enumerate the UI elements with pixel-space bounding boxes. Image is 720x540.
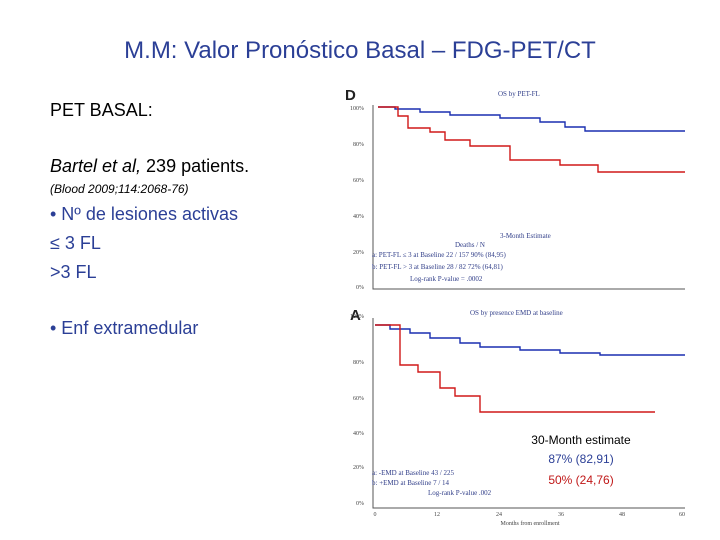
y-tick-label: 0% bbox=[356, 501, 364, 507]
panel-label: D bbox=[345, 87, 356, 104]
legend-entry: a: PET-FL ≤ 3 at Baseline 22 / 157 90% (… bbox=[372, 251, 506, 259]
y-tick-label: 60% bbox=[353, 396, 364, 402]
overlay-title: 30-Month estimate bbox=[531, 433, 631, 447]
figure-title: OS by presence EMD at baseline bbox=[470, 309, 563, 317]
legend-header: Deaths / N bbox=[455, 241, 485, 249]
curve bbox=[378, 106, 685, 173]
x-tick-label: 48 bbox=[619, 512, 625, 518]
legend-entry: a: -EMD at Baseline 43 / 225 bbox=[372, 469, 455, 477]
y-tick-label: 40% bbox=[353, 431, 364, 437]
overlay-value: 50% (24,76) bbox=[548, 473, 613, 487]
study-author: Bartel et al, bbox=[50, 156, 141, 176]
citation: (Blood 2009;114:2068-76) bbox=[50, 182, 189, 196]
overlay-box bbox=[515, 430, 650, 492]
p-value: Log-rank P-value .002 bbox=[428, 489, 492, 497]
sub-item: >3 FL bbox=[50, 262, 97, 282]
overlay-value: 87% (82,91) bbox=[548, 452, 613, 466]
panel-label: A bbox=[350, 307, 361, 324]
y-tick-label: 100% bbox=[350, 314, 364, 320]
study-size: 239 patients. bbox=[141, 156, 249, 176]
figure-d: D OS by PET-FL 100% 80% 60% 40% 20% 0% 3… bbox=[345, 87, 685, 291]
slide-title: M.M: Valor Pronóstico Basal – FDG-PET/CT bbox=[124, 37, 596, 64]
axis bbox=[372, 105, 685, 290]
bullet: • Enf extramedular bbox=[50, 318, 198, 338]
legend-header: 3-Month Estimate bbox=[500, 232, 551, 240]
y-tick-label: 80% bbox=[353, 360, 364, 366]
x-tick-label: 36 bbox=[558, 512, 564, 518]
y-tick-label: 40% bbox=[353, 214, 364, 220]
x-tick-label: 24 bbox=[496, 512, 502, 518]
x-axis-title: Months from enrollment bbox=[501, 520, 560, 527]
y-tick-label: 20% bbox=[353, 465, 364, 471]
y-tick-label: 60% bbox=[353, 178, 364, 184]
y-tick-label: 0% bbox=[356, 285, 364, 291]
curve bbox=[375, 324, 685, 356]
x-tick-label: 0 bbox=[374, 512, 377, 518]
x-tick-label: 12 bbox=[434, 512, 440, 518]
heading: PET BASAL: bbox=[50, 100, 153, 120]
curve bbox=[375, 324, 655, 413]
legend-entry: b: +EMD at Baseline 7 / 14 bbox=[372, 479, 450, 487]
figure-title: OS by PET-FL bbox=[498, 90, 540, 98]
figure-a: A OS by presence EMD at baseline 100% 80… bbox=[350, 307, 685, 527]
study: Bartel et al, 239 patients. bbox=[50, 156, 249, 176]
p-value: Log-rank P-value = .0002 bbox=[410, 275, 483, 283]
axis bbox=[372, 318, 685, 509]
bullet: • Nº de lesiones activas bbox=[50, 204, 238, 224]
y-tick-label: 20% bbox=[353, 250, 364, 256]
x-tick-label: 60 bbox=[679, 512, 685, 518]
curve bbox=[378, 106, 685, 132]
legend-entry: b: PET-FL > 3 at Baseline 28 / 82 72% (6… bbox=[372, 263, 503, 271]
y-tick-label: 100% bbox=[350, 106, 364, 112]
y-tick-label: 80% bbox=[353, 142, 364, 148]
sub-item: ≤ 3 FL bbox=[50, 233, 101, 253]
